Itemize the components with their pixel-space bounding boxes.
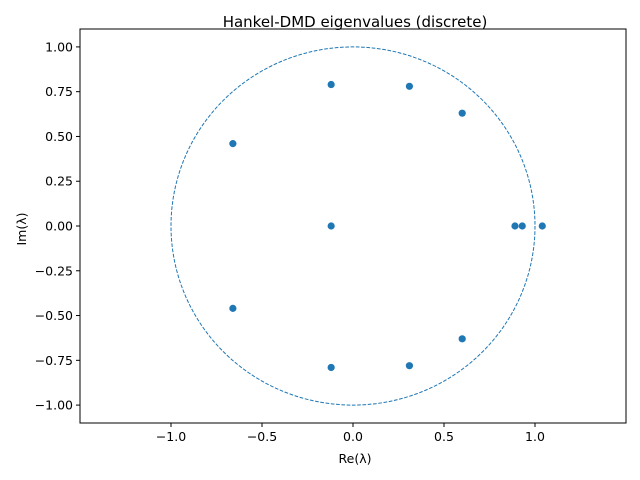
y-tick-label: −0.25 [35, 263, 73, 278]
y-tick-label: 0.00 [45, 219, 73, 234]
x-axis: −1.0 −0.5 0.0 0.5 1.0 [156, 423, 545, 444]
y-tick-label: −0.50 [35, 308, 73, 323]
y-tick-label: 0.25 [45, 174, 73, 189]
eigenvalue-point-5 [511, 222, 519, 230]
chart-title: Hankel-DMD eigenvalues (discrete) [223, 13, 488, 31]
eigenvalue-point-8 [229, 304, 237, 312]
y-tick-label: 1.00 [45, 39, 73, 54]
eigenvalue-point-9 [458, 335, 466, 343]
y-tick-label: −0.75 [35, 353, 73, 368]
plot-area [170, 46, 546, 406]
y-tick-label: 0.75 [45, 84, 73, 99]
unit-circle [170, 46, 536, 406]
y-tick-label: −1.00 [35, 398, 73, 413]
eigenvalue-point-0 [327, 80, 335, 89]
x-tick-label: −1.0 [156, 429, 186, 444]
eigenvalue-point-11 [405, 362, 414, 370]
y-axis-label: Im(λ) [14, 212, 29, 245]
x-tick-label: −0.5 [247, 429, 277, 444]
x-tick-label: 0.5 [434, 429, 454, 444]
y-axis: −1.00 −0.75 −0.50 −0.25 0.00 0.25 0.50 0.75 1.00 [35, 39, 80, 413]
x-tick-label: 1.0 [525, 429, 545, 444]
eigenvalue-point-6 [518, 222, 526, 230]
eigenvalue-point-10 [327, 363, 335, 372]
eigenvalue-point-1 [405, 82, 414, 90]
eigenvalue-point-4 [327, 222, 335, 230]
eigenvalue-point-7 [538, 222, 546, 230]
eigenvalue-point-2 [458, 109, 466, 117]
y-tick-label: 0.50 [45, 129, 73, 144]
x-axis-label: Re(λ) [339, 451, 372, 466]
eigenvalue-point-3 [229, 140, 237, 148]
x-tick-label: 0.0 [343, 429, 363, 444]
